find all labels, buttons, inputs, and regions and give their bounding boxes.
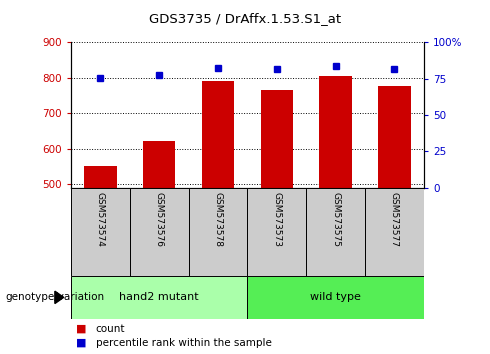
- Text: percentile rank within the sample: percentile rank within the sample: [96, 338, 271, 348]
- Text: GDS3735 / DrAffx.1.53.S1_at: GDS3735 / DrAffx.1.53.S1_at: [149, 12, 341, 25]
- FancyArrow shape: [55, 291, 64, 303]
- Bar: [261, 90, 293, 188]
- Bar: [319, 76, 352, 188]
- Bar: [71, 276, 247, 319]
- Bar: [130, 188, 189, 276]
- Text: genotype/variation: genotype/variation: [5, 292, 104, 302]
- Text: ■: ■: [76, 324, 86, 333]
- Bar: [143, 141, 175, 188]
- Text: GSM573576: GSM573576: [155, 192, 164, 247]
- Bar: [247, 276, 424, 319]
- Text: GSM573574: GSM573574: [96, 192, 105, 247]
- Bar: [202, 81, 234, 188]
- Text: GSM573578: GSM573578: [214, 192, 222, 247]
- Bar: [84, 166, 117, 188]
- Bar: [378, 86, 411, 188]
- Text: ■: ■: [76, 338, 86, 348]
- Text: count: count: [96, 324, 125, 333]
- Text: hand2 mutant: hand2 mutant: [120, 292, 199, 302]
- Bar: [365, 188, 424, 276]
- Bar: [189, 188, 247, 276]
- Text: GSM573575: GSM573575: [331, 192, 340, 247]
- Bar: [247, 188, 306, 276]
- Bar: [71, 188, 130, 276]
- Text: GSM573573: GSM573573: [272, 192, 281, 247]
- Bar: [306, 188, 365, 276]
- Text: GSM573577: GSM573577: [390, 192, 399, 247]
- Text: wild type: wild type: [310, 292, 361, 302]
